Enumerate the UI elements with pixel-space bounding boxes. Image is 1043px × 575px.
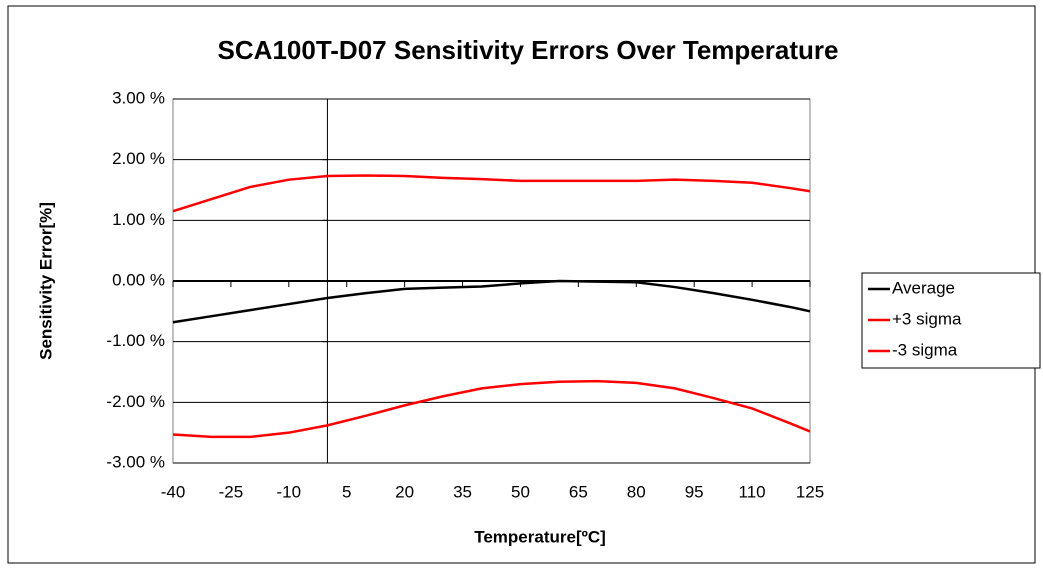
legend-label: -3 sigma [892,340,958,359]
y-tick-label: 2.00 % [112,149,165,168]
y-tick-label: -1.00 % [106,331,165,350]
x-axis-title: Temperature[ºC] [474,527,606,546]
x-tick-label: 65 [569,482,588,501]
legend-label: Average [892,278,955,297]
y-tick-label: -3.00 % [106,452,165,471]
x-tick-label: 125 [796,482,824,501]
y-axis-title: Sensitivity Error[%] [36,202,55,360]
x-tick-label: 20 [395,482,414,501]
y-tick-label: 0.00 % [112,270,165,289]
x-tick-label: 50 [511,482,530,501]
x-tick-label: 35 [453,482,472,501]
y-tick-label: 1.00 % [112,210,165,229]
x-tick-label: -25 [219,482,244,501]
chart-title: SCA100T-D07 Sensitivity Errors Over Temp… [218,35,839,65]
x-tick-label: 110 [739,482,766,501]
x-tick-label: -10 [277,482,302,501]
legend-box [861,272,1041,369]
x-tick-label: -40 [161,482,186,501]
series-line [172,174,811,213]
y-tick-label: 3.00 % [112,88,165,107]
series-line [172,379,811,439]
x-tick-label: 80 [627,482,646,501]
legend-label: +3 sigma [892,309,962,328]
x-tick-label: 5 [342,482,351,501]
y-tick-label: -2.00 % [106,392,165,411]
x-tick-label: 95 [685,482,704,501]
series-line [172,279,811,324]
